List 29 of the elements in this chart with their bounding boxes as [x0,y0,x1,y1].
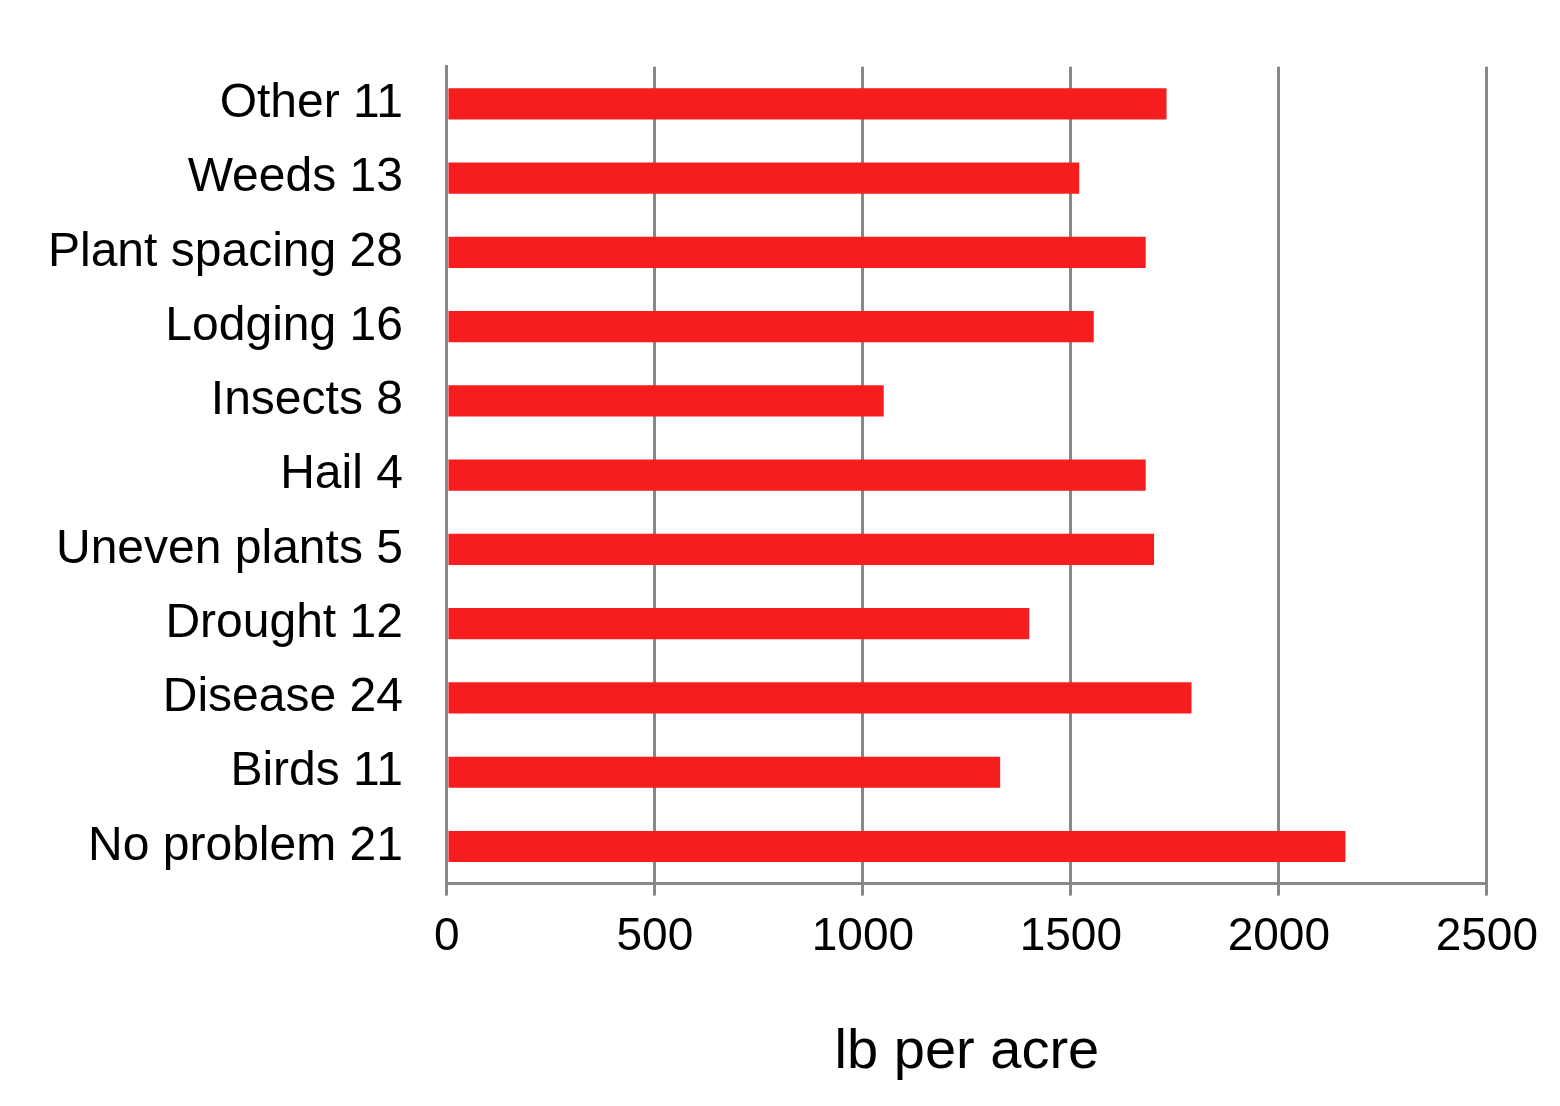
bar [448,459,1146,491]
y-tick-label: Disease 24 [162,668,403,722]
y-tick-label: Insects 8 [210,371,403,425]
x-tick-label: 500 [616,907,694,960]
bar [448,88,1167,120]
bar [448,385,884,417]
bar [448,533,1155,566]
x-tick-label: 1500 [1019,907,1123,960]
y-tick-label: Lodging 16 [165,296,403,350]
x-tick-label: 2000 [1227,907,1331,960]
y-tick-label: Plant spacing 28 [47,222,403,276]
bar [448,830,1346,863]
x-tick-label: 1000 [811,907,915,960]
bar [448,311,1094,343]
y-tick-label: Weeds 13 [187,148,403,202]
bar [448,682,1192,714]
bar [448,162,1080,194]
bar [448,608,1030,640]
y-tick-label: Hail 4 [280,445,403,499]
y-tick-label: No problem 21 [88,816,403,870]
y-tick-label: Birds 11 [230,742,403,796]
x-axis-title: lb per acre [834,1016,1100,1080]
y-tick-label: Drought 12 [165,593,403,647]
bar [448,236,1146,269]
x-tick-label: 2500 [1435,907,1539,960]
y-tick-label: Uneven plants 5 [56,519,403,573]
y-tick-label: Other 11 [219,74,403,128]
bar [448,756,1001,788]
x-tick-label: 0 [434,907,460,960]
